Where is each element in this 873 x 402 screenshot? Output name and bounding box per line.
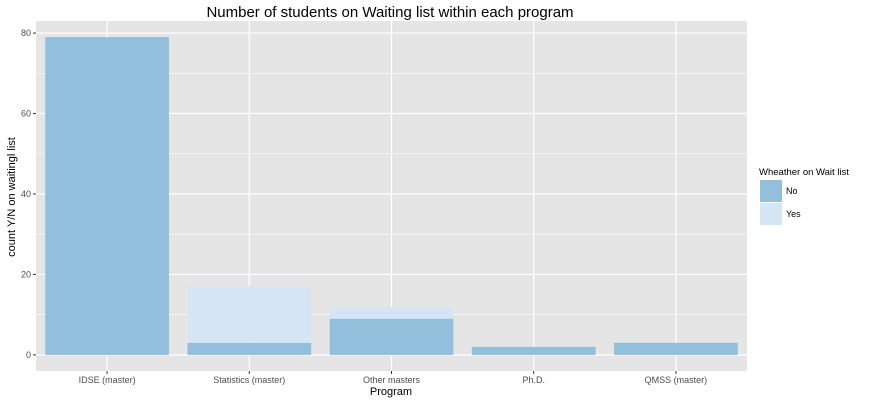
bar-no-5: [614, 342, 738, 355]
x-tick-label: QMSS (master): [645, 375, 708, 385]
y-axis-title: count Y/N on waitingl list: [6, 137, 18, 257]
y-tick-label: 40: [21, 189, 31, 199]
x-axis-title: Program: [370, 386, 412, 398]
x-tick-label: Ph.D.: [522, 375, 545, 385]
bar-no-4: [471, 346, 596, 355]
y-tick-label: 0: [26, 350, 31, 360]
bar-no-1: [45, 37, 169, 355]
legend-key-no: [760, 180, 782, 202]
bars: [45, 37, 738, 355]
y-tick-label: 60: [21, 109, 31, 119]
bar-yes-2: [187, 286, 312, 343]
bar-no-3: [329, 318, 454, 355]
y-tick-label: 80: [21, 28, 31, 38]
chart-title: Number of students on Waiting list withi…: [206, 4, 573, 21]
legend-label-no: No: [786, 186, 798, 196]
bar-yes-3: [329, 306, 454, 319]
y-axis: 0 20 40 60 80: [21, 28, 36, 360]
x-tick-label: IDSE (master): [79, 375, 136, 385]
y-tick-label: 20: [21, 269, 31, 279]
legend-label-yes: Yes: [786, 209, 801, 219]
bar-no-2: [187, 342, 312, 355]
x-tick-label: Other masters: [363, 375, 421, 385]
x-tick-label: Statistics (master): [213, 375, 285, 385]
legend-title: Wheather on Wait list: [759, 167, 849, 178]
legend-key-yes: [760, 203, 782, 225]
legend: Wheather on Wait list No Yes: [759, 167, 849, 225]
x-axis: IDSE (master) Statistics (master) Other ma…: [79, 371, 708, 385]
